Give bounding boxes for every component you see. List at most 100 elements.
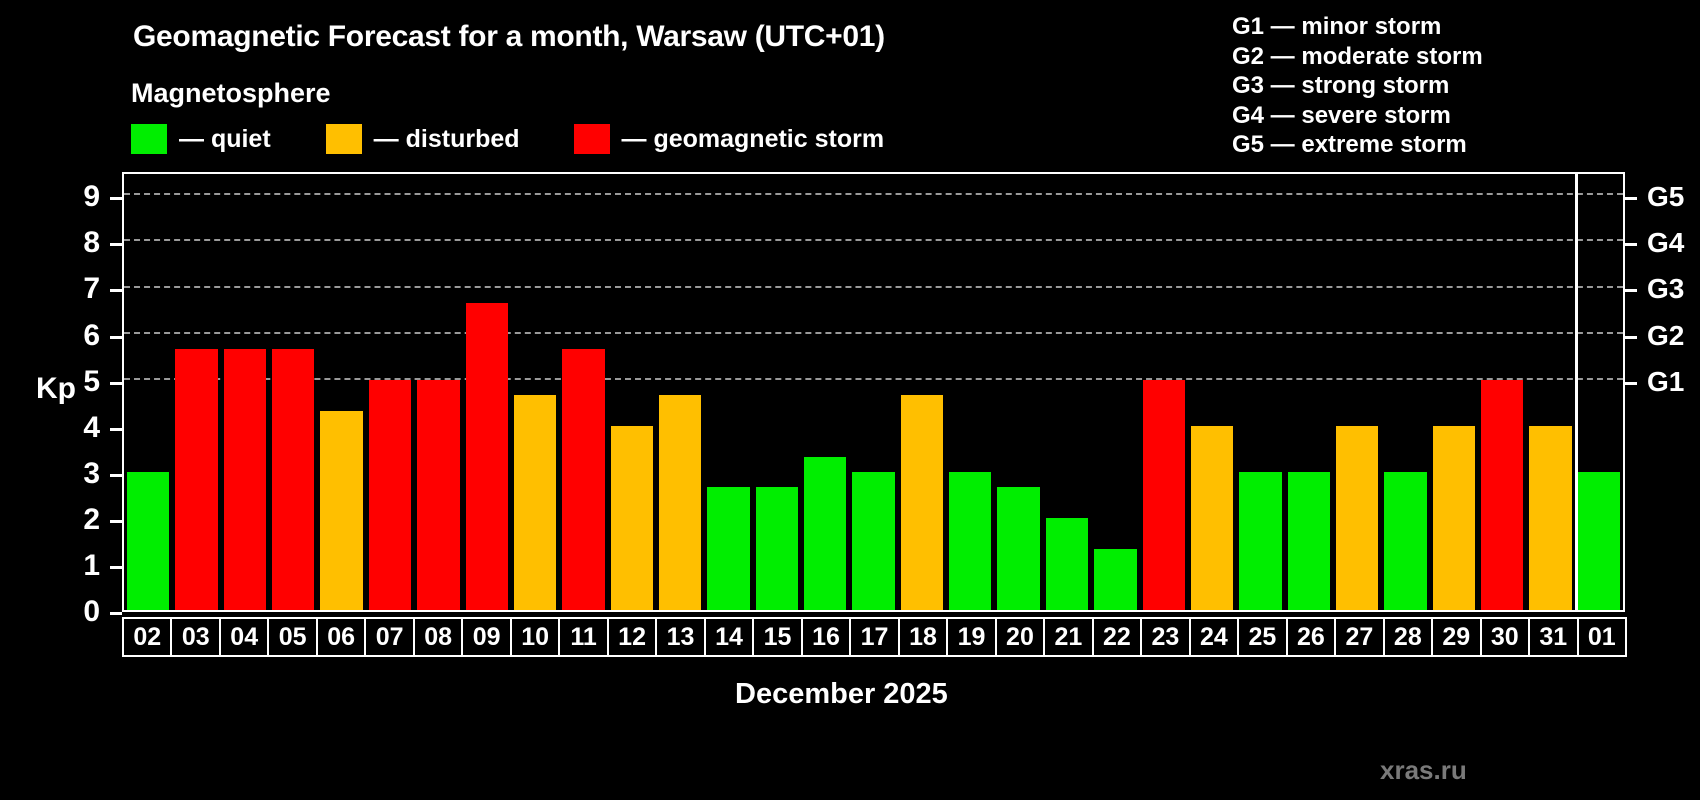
storm-scale-line-2: G2 — moderate storm bbox=[1232, 42, 1483, 70]
date-label-22[interactable]: 22 bbox=[1091, 617, 1143, 657]
bar-24[interactable] bbox=[1190, 425, 1234, 610]
date-label-27[interactable]: 27 bbox=[1334, 617, 1385, 657]
y-tick-5 bbox=[110, 381, 122, 385]
bar-cell-30 bbox=[1478, 174, 1526, 610]
date-label-20[interactable]: 20 bbox=[994, 617, 1046, 657]
gridline-kp-7 bbox=[124, 285, 1623, 288]
y-tick-6 bbox=[110, 335, 122, 339]
date-label-03[interactable]: 03 bbox=[170, 617, 221, 657]
date-label-19[interactable]: 19 bbox=[946, 617, 997, 657]
bar-16[interactable] bbox=[804, 456, 847, 610]
date-label-31[interactable]: 31 bbox=[1528, 617, 1579, 657]
date-label-16[interactable]: 16 bbox=[800, 617, 852, 657]
date-label-29[interactable]: 29 bbox=[1431, 617, 1482, 657]
y-tick-label-5: 5 bbox=[83, 364, 100, 398]
bar-28[interactable] bbox=[1384, 471, 1427, 610]
date-label-05[interactable]: 05 bbox=[267, 617, 318, 657]
legend: — quiet — disturbed — geomagnetic storm bbox=[131, 124, 884, 154]
date-label-10[interactable]: 10 bbox=[509, 617, 561, 657]
bar-21[interactable] bbox=[1045, 517, 1089, 610]
g-tick-G2 bbox=[1625, 335, 1637, 339]
bar-19[interactable] bbox=[949, 471, 992, 610]
legend-swatch-quiet bbox=[131, 124, 167, 154]
bar-11[interactable] bbox=[562, 348, 605, 610]
bar-20[interactable] bbox=[997, 486, 1040, 610]
date-label-01[interactable]: 01 bbox=[1576, 617, 1628, 657]
bar-cell-14 bbox=[704, 174, 752, 610]
bar-02[interactable] bbox=[127, 471, 170, 610]
legend-item-disturbed: — disturbed bbox=[325, 124, 520, 154]
date-label-09[interactable]: 09 bbox=[461, 617, 512, 657]
date-label-07[interactable]: 07 bbox=[364, 617, 415, 657]
g-tick-G4 bbox=[1625, 243, 1637, 247]
bar-cell-08 bbox=[414, 174, 462, 610]
bar-23[interactable] bbox=[1142, 379, 1185, 610]
date-label-02[interactable]: 02 bbox=[122, 617, 173, 657]
gridline-kp-6 bbox=[124, 331, 1623, 334]
g-tick-G5 bbox=[1625, 197, 1637, 201]
bar-26[interactable] bbox=[1287, 471, 1330, 610]
y-tick-8 bbox=[110, 243, 122, 247]
bar-27[interactable] bbox=[1335, 425, 1379, 610]
bar-31[interactable] bbox=[1529, 425, 1572, 610]
bar-30[interactable] bbox=[1481, 379, 1524, 610]
y-tick-label-9: 9 bbox=[83, 180, 100, 214]
bar-15[interactable] bbox=[755, 486, 799, 610]
y-tick-4 bbox=[110, 427, 122, 431]
bar-13[interactable] bbox=[658, 394, 702, 610]
bar-01[interactable] bbox=[1577, 471, 1621, 610]
g-scale-axis: G1 G2 G3 G4 G5 bbox=[1625, 172, 1700, 612]
bar-14[interactable] bbox=[707, 486, 750, 610]
date-label-23[interactable]: 23 bbox=[1140, 617, 1191, 657]
y-tick-label-4: 4 bbox=[83, 410, 100, 444]
bar-10[interactable] bbox=[513, 394, 557, 610]
bar-cell-31 bbox=[1526, 174, 1574, 610]
date-label-14[interactable]: 14 bbox=[703, 617, 755, 657]
date-label-12[interactable]: 12 bbox=[606, 617, 658, 657]
bar-03[interactable] bbox=[175, 348, 218, 610]
bar-25[interactable] bbox=[1239, 471, 1282, 610]
date-label-25[interactable]: 25 bbox=[1237, 617, 1288, 657]
bar-cell-10 bbox=[511, 174, 559, 610]
bar-cell-01 bbox=[1575, 174, 1623, 610]
date-label-28[interactable]: 28 bbox=[1382, 617, 1434, 657]
bar-cell-02 bbox=[124, 174, 172, 610]
date-label-30[interactable]: 30 bbox=[1479, 617, 1531, 657]
g-tick-label-G1: G1 bbox=[1647, 365, 1685, 397]
date-label-08[interactable]: 08 bbox=[412, 617, 464, 657]
bar-12[interactable] bbox=[610, 425, 653, 610]
bar-04[interactable] bbox=[223, 348, 267, 610]
bar-07[interactable] bbox=[368, 379, 412, 610]
y-tick-label-2: 2 bbox=[83, 502, 100, 536]
g-tick-G3 bbox=[1625, 289, 1637, 293]
bar-05[interactable] bbox=[272, 348, 315, 610]
bar-17[interactable] bbox=[852, 471, 895, 610]
x-axis-title: December 2025 bbox=[735, 678, 948, 710]
date-label-21[interactable]: 21 bbox=[1043, 617, 1094, 657]
date-label-26[interactable]: 26 bbox=[1285, 617, 1337, 657]
bar-18[interactable] bbox=[900, 394, 944, 610]
legend-label-storm: — geomagnetic storm bbox=[621, 124, 885, 153]
date-label-04[interactable]: 04 bbox=[218, 617, 270, 657]
date-label-13[interactable]: 13 bbox=[655, 617, 706, 657]
bar-09[interactable] bbox=[465, 302, 508, 610]
date-label-15[interactable]: 15 bbox=[752, 617, 803, 657]
bar-cell-26 bbox=[1285, 174, 1333, 610]
y-axis-kp: 0 1 2 3 4 5 6 7 8 9 bbox=[0, 172, 122, 628]
plot-area bbox=[122, 172, 1625, 612]
bar-06[interactable] bbox=[320, 410, 363, 610]
date-label-11[interactable]: 11 bbox=[558, 617, 609, 657]
date-label-24[interactable]: 24 bbox=[1188, 617, 1240, 657]
legend-label-disturbed: — disturbed bbox=[373, 124, 520, 153]
y-tick-label-1: 1 bbox=[83, 548, 100, 582]
bar-22[interactable] bbox=[1094, 548, 1137, 610]
date-label-17[interactable]: 17 bbox=[849, 617, 900, 657]
bar-29[interactable] bbox=[1432, 425, 1476, 610]
x-axis-date-labels: 02 03 04 05 06 07 08 09 10 11 12 13 14 15 16 17 18 19 20 21… bbox=[122, 617, 1628, 657]
date-label-06[interactable]: 06 bbox=[315, 617, 367, 657]
date-label-18[interactable]: 18 bbox=[897, 617, 949, 657]
g-tick-label-G2: G2 bbox=[1647, 319, 1685, 351]
bar-cell-28 bbox=[1381, 174, 1429, 610]
bar-08[interactable] bbox=[417, 379, 460, 610]
forecast-separator bbox=[1574, 174, 1578, 610]
